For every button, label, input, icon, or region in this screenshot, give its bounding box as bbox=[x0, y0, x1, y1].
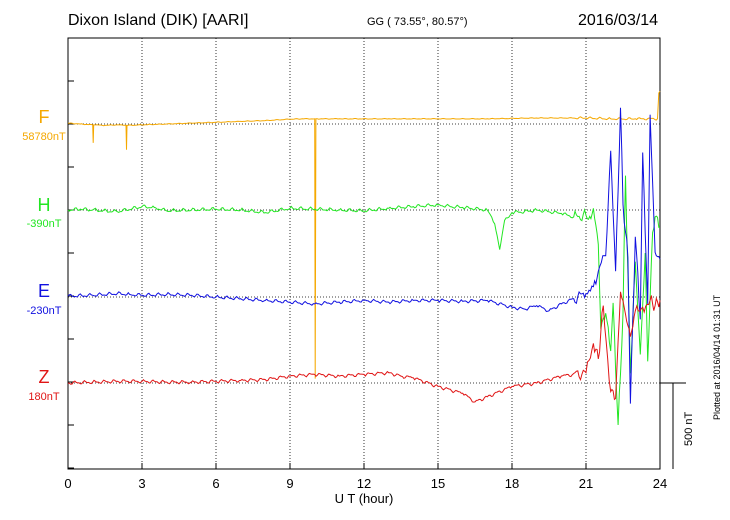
trace-label-e: E bbox=[37, 281, 50, 301]
baseline-label-e: -230nT bbox=[26, 305, 62, 317]
trace-z bbox=[67, 291, 661, 403]
y-ticks bbox=[68, 80, 74, 469]
geographic-coordinates: GG ( 73.55°, 80.57°) bbox=[367, 16, 468, 28]
trace-label-f: F bbox=[38, 107, 50, 127]
traces bbox=[67, 91, 661, 426]
trace-label-h: H bbox=[37, 195, 51, 215]
plot-date: 2016/03/14 bbox=[578, 12, 659, 29]
x-axis-label: U T (hour) bbox=[335, 491, 394, 506]
baseline-label-z: 180nT bbox=[28, 391, 60, 403]
baseline-label-f: 58780nT bbox=[22, 131, 66, 143]
baseline-label-h: -390nT bbox=[26, 218, 62, 230]
grid-lines bbox=[141, 38, 587, 469]
trace-f bbox=[67, 91, 661, 379]
x-tick-label: 12 bbox=[357, 476, 371, 491]
x-tick-label: 6 bbox=[212, 476, 219, 491]
x-tick-label: 0 bbox=[64, 476, 71, 491]
x-tick-label: 24 bbox=[653, 476, 667, 491]
scale-bar: 500 nT bbox=[660, 382, 695, 469]
trace-e bbox=[67, 107, 661, 404]
scale-bar-label: 500 nT bbox=[683, 411, 695, 446]
x-tick-label: 18 bbox=[505, 476, 519, 491]
station-title: Dixon Island (DIK) [AARI] bbox=[68, 12, 249, 29]
trace-label-z: Z bbox=[38, 367, 50, 387]
x-tick-label: 3 bbox=[138, 476, 145, 491]
trace-h bbox=[67, 175, 661, 426]
x-tick-label: 15 bbox=[431, 476, 445, 491]
x-axis: 0 3 6 9 12 15 18 21 24 bbox=[64, 463, 667, 491]
x-tick-label: 21 bbox=[579, 476, 593, 491]
x-tick-label: 9 bbox=[286, 476, 293, 491]
